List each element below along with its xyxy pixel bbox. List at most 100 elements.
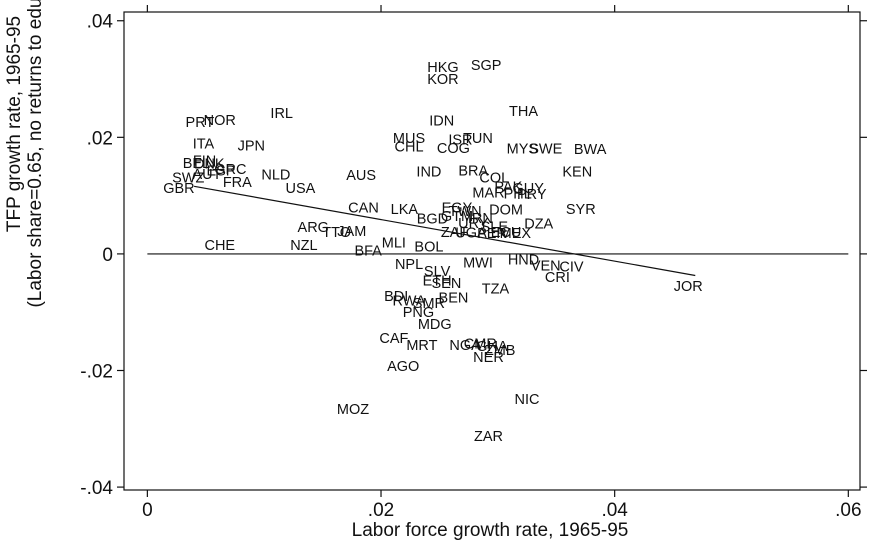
country-point: EGY [442,200,473,216]
country-point: THA [509,104,538,120]
country-point: NER [473,350,504,366]
country-point: FRA [223,175,252,191]
country-point: GRC [214,162,246,178]
country-point: CIV [559,260,584,276]
y-axis-title: TFP growth rate, 1965-95 (Labor share=0.… [4,0,46,396]
country-point: CHL [395,140,424,156]
country-point: MUS [393,131,425,147]
country-point: JAM [337,224,366,240]
country-point: CAF [379,331,408,347]
country-point: FIN [193,154,216,170]
y-tick-label: .02 [87,128,113,149]
y-tick-label: -.04 [80,478,113,499]
country-point: TZA [482,281,510,297]
country-point: AUT [192,167,221,183]
country-point: COL [479,171,509,187]
country-point: TTO [322,225,351,241]
country-point: MDG [418,317,452,333]
country-point: KOR [427,72,458,88]
country-point: IND [416,165,441,181]
country-point: ETH [423,274,452,290]
country-point: UGA [455,225,487,241]
country-point: DOM [489,203,523,219]
fitted-line [193,185,696,277]
axis-ticks: 0 .02 .04 .06 .04 .02 0 -.02 -.04 [80,5,867,521]
x-tick-label: .04 [601,500,628,521]
country-point: GUY [513,181,545,197]
country-point: DZA [524,217,553,233]
country-point: ARG [298,220,329,236]
country-point: MYS [507,141,538,157]
country-point: BGD [417,211,448,227]
country-point: SLV [424,264,451,280]
country-point: PRY [517,187,547,203]
country-point: PRT [186,115,215,131]
y-tick-label: 0 [102,245,113,266]
country-point: DNK [194,157,225,173]
country-point: BDI [384,289,408,305]
country-point: SEN [432,276,462,292]
country-point: IDN [429,113,454,129]
country-point: CRI [545,270,570,286]
x-tick-label: .02 [368,500,394,521]
country-point: IRL [270,106,293,122]
country-point: BEL [183,156,210,172]
y-axis-title-line-2: (Labor share=0.65, no returns to educati… [25,0,46,308]
country-point: GBR [163,181,194,197]
regression-line [193,185,696,277]
country-point: MWI [463,256,493,272]
country-point: BFA [354,243,382,259]
country-point: GTM [441,209,473,225]
country-point: USA [285,181,315,197]
country-point: PHL [504,186,532,202]
y-tick-label: -.02 [80,362,113,383]
country-point: ESP [206,164,235,180]
country-point: MOZ [337,402,369,418]
country-point: SYR [566,202,596,218]
country-point: NLD [261,168,290,184]
country-point: HND [508,253,539,269]
country-point: KEN [562,165,592,181]
country-point: BOL [414,239,443,255]
country-point: VEN [531,259,561,275]
country-point: SWZ [172,171,204,187]
country-point: COG [437,141,470,157]
x-axis-title: Labor force growth rate, 1965-95 [351,520,629,541]
country-point: TWN [449,204,482,220]
country-point: ISR [448,133,472,149]
y-tick-label: .04 [87,12,114,33]
country-point: CHE [204,238,235,254]
country-point: ECU [491,225,522,241]
country-point: ZAF [441,225,469,241]
country-point: MAR [472,186,504,202]
country-point: PAK [494,179,522,195]
country-point: PNG [403,305,434,321]
country-point: SWE [529,141,562,157]
country-point: ZMB [485,343,516,359]
country-point: CMR [464,337,497,353]
country-point: GHA [476,339,508,355]
country-point: TUN [463,131,493,147]
country-point: JOR [674,279,703,295]
country-point: NPL [395,257,423,273]
country-point: RWA [393,294,426,310]
country-point: NIC [515,392,540,408]
country-point: ITA [193,137,215,153]
country-point: NGA [449,338,481,354]
country-point: PER [477,226,507,242]
country-point: AGO [387,359,419,375]
country-point: ZAR [474,429,503,445]
country-point: LKA [391,202,419,218]
country-point: IRN [468,211,493,227]
country-point: URY [458,216,489,232]
country-point: SGP [471,58,502,74]
country-point: CAN [348,200,379,216]
country-point: BRA [458,164,488,180]
country-point: MLI [382,235,406,251]
country-point: SLE [481,220,509,236]
country-point: MEX [500,226,532,242]
country-point: JPN [238,138,265,154]
y-axis-title-line-1: TFP growth rate, 1965-95 [4,15,25,233]
